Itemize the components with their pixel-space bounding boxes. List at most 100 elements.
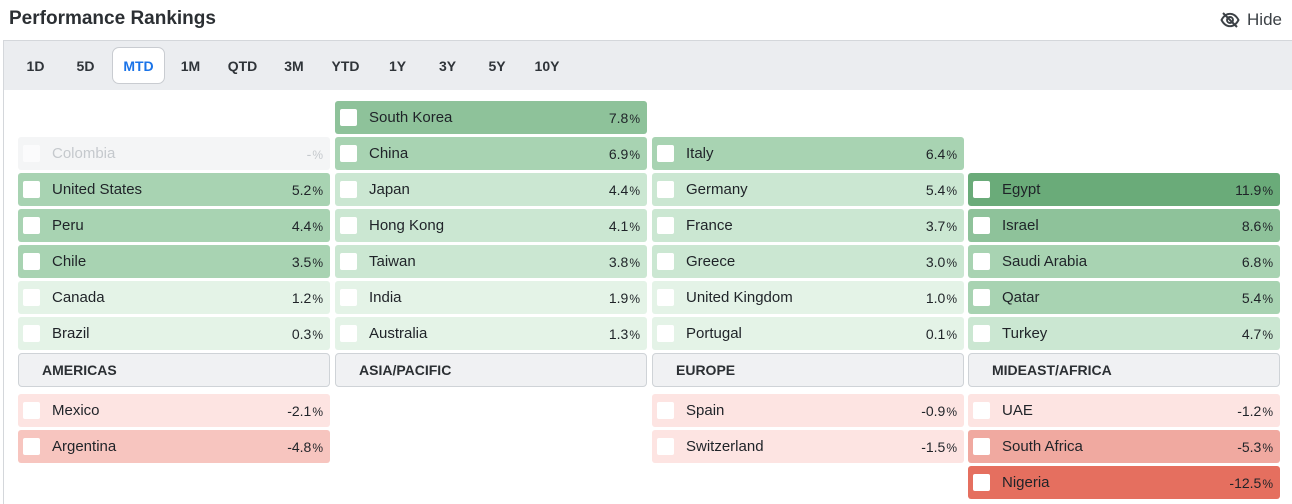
row-checkbox[interactable] [23,253,40,270]
country-row-taiwan[interactable]: Taiwan 3.8% [335,245,647,278]
country-name: Taiwan [369,253,416,270]
percent-sign: % [312,327,323,342]
country-row-portugal[interactable]: Portugal 0.1% [652,317,964,350]
tab-mtd[interactable]: MTD [112,47,165,84]
percent-sign: % [312,291,323,306]
country-row-qatar[interactable]: Qatar 5.4% [968,281,1280,314]
tab-1y[interactable]: 1Y [388,57,407,74]
row-checkbox[interactable] [973,253,990,270]
country-row-south-korea[interactable]: South Korea 7.8% [335,101,647,134]
country-name: France [686,217,733,234]
country-row-saudi-arabia[interactable]: Saudi Arabia 6.8% [968,245,1280,278]
row-checkbox[interactable] [23,181,40,198]
row-checkbox[interactable] [340,109,357,126]
country-row-turkey[interactable]: Turkey 4.7% [968,317,1280,350]
row-checkbox[interactable] [340,325,357,342]
row-checkbox[interactable] [23,325,40,342]
performance-number: 6.8 [1241,253,1262,270]
region-header-asia-pacific[interactable]: ASIA/PACIFIC [335,353,647,387]
country-row-brazil[interactable]: Brazil 0.3% [18,317,330,350]
row-checkbox[interactable] [973,289,990,306]
row-checkbox[interactable] [340,217,357,234]
tab-1d[interactable]: 1D [26,57,45,74]
region-header-americas[interactable]: AMERICAS [18,353,330,387]
country-row-japan[interactable]: Japan 4.4% [335,173,647,206]
row-checkbox[interactable] [340,145,357,162]
percent-sign: % [312,255,323,270]
country-row-china[interactable]: China 6.9% [335,137,647,170]
row-checkbox[interactable] [23,438,40,455]
country-row-mexico[interactable]: Mexico -2.1% [18,394,330,427]
row-checkbox[interactable] [973,181,990,198]
percent-sign: % [312,404,323,419]
row-checkbox[interactable] [657,402,674,419]
row-checkbox[interactable] [340,253,357,270]
region-header-mideast-africa[interactable]: MIDEAST/AFRICA [968,353,1280,387]
country-row-chile[interactable]: Chile 3.5% [18,245,330,278]
country-row-egypt[interactable]: Egypt 11.9% [968,173,1280,206]
row-checkbox[interactable] [23,289,40,306]
row-checkbox[interactable] [657,289,674,306]
percent-sign: % [629,147,640,162]
country-name: South Africa [1002,438,1083,455]
country-row-greece[interactable]: Greece 3.0% [652,245,964,278]
row-checkbox[interactable] [973,474,990,491]
country-row-uae[interactable]: UAE -1.2% [968,394,1280,427]
tab-ytd[interactable]: YTD [331,57,360,74]
hide-button[interactable]: Hide [1220,9,1282,31]
row-checkbox[interactable] [340,181,357,198]
percent-sign: % [946,440,957,455]
percent-sign: % [946,147,957,162]
row-checkbox[interactable] [23,402,40,419]
row-checkbox[interactable] [657,217,674,234]
row-checkbox[interactable] [657,145,674,162]
tab-3m[interactable]: 3M [284,57,304,74]
country-row-south-africa[interactable]: South Africa -5.3% [968,430,1280,463]
country-row-argentina[interactable]: Argentina -4.8% [18,430,330,463]
row-checkbox[interactable] [973,325,990,342]
country-row-australia[interactable]: Australia 1.3% [335,317,647,350]
row-checkbox[interactable] [23,145,40,162]
country-row-peru[interactable]: Peru 4.4% [18,209,330,242]
country-row-colombia[interactable]: Colombia -% [18,137,330,170]
row-checkbox[interactable] [973,438,990,455]
tab-3y[interactable]: 3Y [438,57,457,74]
country-row-israel[interactable]: Israel 8.6% [968,209,1280,242]
performance-number: - [306,145,312,162]
country-name: Israel [1002,217,1039,234]
row-checkbox[interactable] [340,289,357,306]
country-row-united-states[interactable]: United States 5.2% [18,173,330,206]
country-row-canada[interactable]: Canada 1.2% [18,281,330,314]
country-row-united-kingdom[interactable]: United Kingdom 1.0% [652,281,964,314]
percent-sign: % [312,440,323,455]
performance-number: -1.2 [1237,402,1262,419]
row-checkbox[interactable] [657,181,674,198]
country-row-hong-kong[interactable]: Hong Kong 4.1% [335,209,647,242]
country-row-spain[interactable]: Spain -0.9% [652,394,964,427]
tab-5d[interactable]: 5D [76,57,95,74]
country-row-switzerland[interactable]: Switzerland -1.5% [652,430,964,463]
country-row-italy[interactable]: Italy 6.4% [652,137,964,170]
row-checkbox[interactable] [973,402,990,419]
performance-number: 5.2 [291,181,312,198]
tab-qtd[interactable]: QTD [227,57,258,74]
performance-number: 0.3 [291,325,312,342]
percent-sign: % [629,255,640,270]
percent-sign: % [1262,404,1273,419]
country-row-germany[interactable]: Germany 5.4% [652,173,964,206]
country-row-india[interactable]: India 1.9% [335,281,647,314]
row-checkbox[interactable] [657,253,674,270]
row-checkbox[interactable] [657,325,674,342]
row-checkbox[interactable] [657,438,674,455]
tab-10y[interactable]: 10Y [534,57,560,74]
row-checkbox[interactable] [973,217,990,234]
percent-sign: % [1262,183,1273,198]
region-header-europe[interactable]: EUROPE [652,353,964,387]
performance-number: -12.5 [1229,474,1262,491]
performance-number: 3.8 [608,253,629,270]
tab-5y[interactable]: 5Y [488,57,506,74]
tab-1m[interactable]: 1M [180,57,201,74]
row-checkbox[interactable] [23,217,40,234]
country-row-france[interactable]: France 3.7% [652,209,964,242]
country-row-nigeria[interactable]: Nigeria -12.5% [968,466,1280,499]
